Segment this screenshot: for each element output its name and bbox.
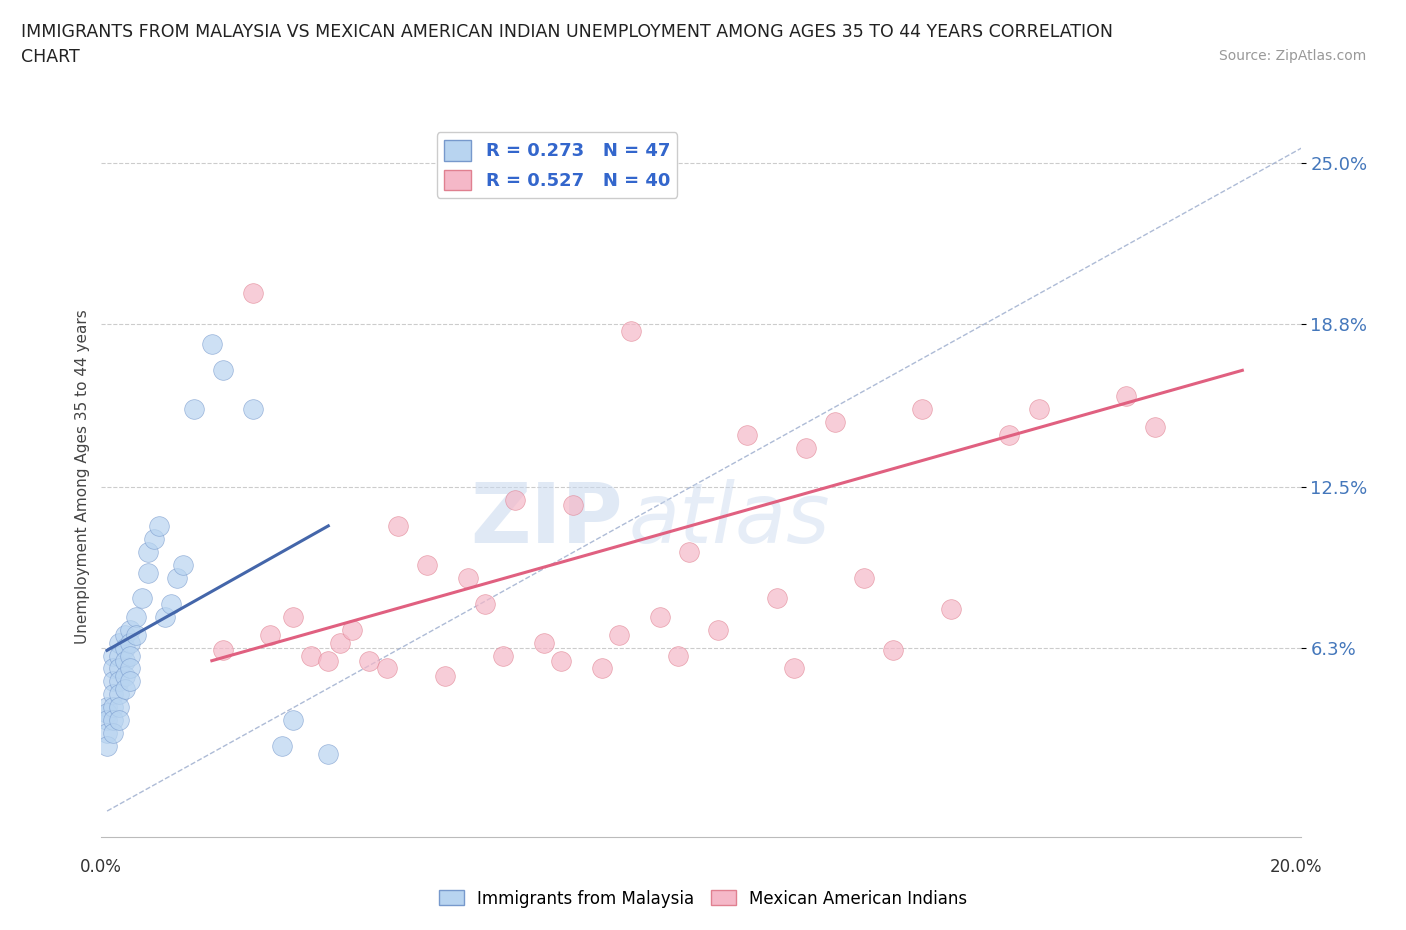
Point — [998, 428, 1021, 443]
Point — [242, 402, 264, 417]
Point — [416, 557, 439, 572]
Point — [357, 653, 380, 668]
Point — [678, 544, 700, 559]
Point — [1143, 420, 1166, 435]
Point — [212, 363, 235, 378]
Point — [101, 648, 124, 663]
Text: Source: ZipAtlas.com: Source: ZipAtlas.com — [1219, 49, 1367, 63]
Point — [765, 591, 787, 606]
Point — [101, 687, 124, 702]
Point — [375, 661, 398, 676]
Point — [142, 531, 165, 546]
Point — [96, 725, 118, 740]
Point — [316, 747, 339, 762]
Point — [340, 622, 363, 637]
Legend: R = 0.273   N = 47, R = 0.527   N = 40: R = 0.273 N = 47, R = 0.527 N = 40 — [437, 132, 678, 198]
Point — [107, 687, 129, 702]
Point — [911, 402, 934, 417]
Point — [107, 661, 129, 676]
Point — [96, 713, 118, 728]
Point — [824, 415, 846, 430]
Point — [794, 441, 817, 456]
Point — [212, 643, 235, 658]
Point — [561, 498, 583, 512]
Point — [783, 661, 806, 676]
Point — [120, 648, 142, 663]
Point — [107, 648, 129, 663]
Point — [1028, 402, 1050, 417]
Point — [101, 700, 124, 715]
Point — [101, 713, 124, 728]
Point — [242, 286, 264, 300]
Point — [433, 669, 456, 684]
Point — [114, 628, 136, 643]
Point — [882, 643, 904, 658]
Point — [259, 628, 281, 643]
Point — [107, 700, 129, 715]
Point — [101, 674, 124, 689]
Point — [101, 725, 124, 740]
Legend: Immigrants from Malaysia, Mexican American Indians: Immigrants from Malaysia, Mexican Americ… — [432, 883, 974, 914]
Point — [492, 648, 515, 663]
Text: IMMIGRANTS FROM MALAYSIA VS MEXICAN AMERICAN INDIAN UNEMPLOYMENT AMONG AGES 35 T: IMMIGRANTS FROM MALAYSIA VS MEXICAN AMER… — [21, 23, 1114, 66]
Point — [283, 609, 305, 624]
Point — [107, 713, 129, 728]
Point — [96, 738, 118, 753]
Point — [474, 596, 496, 611]
Point — [329, 635, 352, 650]
Point — [160, 596, 183, 611]
Point — [114, 682, 136, 697]
Point — [620, 324, 643, 339]
Point — [114, 640, 136, 655]
Point — [316, 653, 339, 668]
Point — [183, 402, 205, 417]
Point — [852, 570, 875, 585]
Point — [609, 628, 631, 643]
Point — [125, 609, 148, 624]
Point — [155, 609, 177, 624]
Point — [107, 635, 129, 650]
Point — [591, 661, 613, 676]
Point — [120, 622, 142, 637]
Point — [101, 661, 124, 676]
Point — [201, 337, 224, 352]
Point — [96, 705, 118, 720]
Point — [148, 518, 170, 533]
Point — [457, 570, 479, 585]
Point — [283, 713, 305, 728]
Point — [737, 428, 759, 443]
Point — [387, 518, 409, 533]
Point — [166, 570, 188, 585]
Text: atlas: atlas — [628, 479, 831, 561]
Point — [131, 591, 153, 606]
Point — [707, 622, 730, 637]
Text: 20.0%: 20.0% — [1270, 858, 1323, 876]
Point — [550, 653, 572, 668]
Point — [299, 648, 322, 663]
Point — [120, 635, 142, 650]
Point — [941, 602, 963, 617]
Point — [270, 738, 292, 753]
Text: 0.0%: 0.0% — [80, 858, 122, 876]
Point — [503, 493, 526, 508]
Point — [172, 557, 194, 572]
Point — [120, 661, 142, 676]
Point — [107, 674, 129, 689]
Text: ZIP: ZIP — [471, 479, 623, 561]
Point — [650, 609, 672, 624]
Y-axis label: Unemployment Among Ages 35 to 44 years: Unemployment Among Ages 35 to 44 years — [75, 310, 90, 644]
Point — [136, 544, 159, 559]
Point — [114, 669, 136, 684]
Point — [120, 674, 142, 689]
Point — [533, 635, 555, 650]
Point — [114, 653, 136, 668]
Point — [136, 565, 159, 580]
Point — [96, 700, 118, 715]
Point — [125, 628, 148, 643]
Point — [666, 648, 689, 663]
Point — [1115, 389, 1137, 404]
